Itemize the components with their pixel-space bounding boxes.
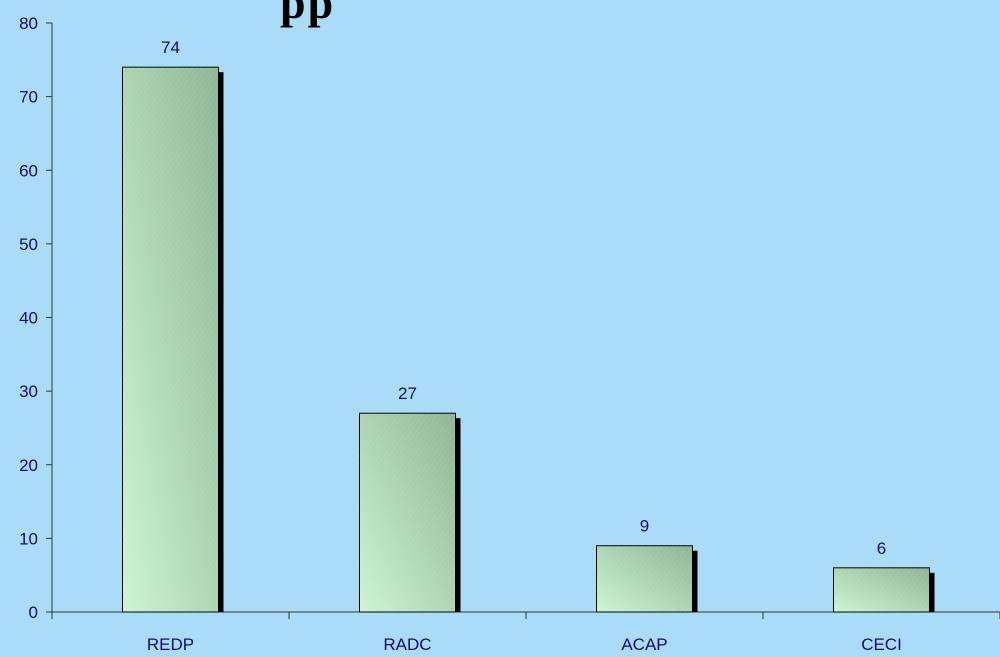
chart-title: pp: [280, 0, 336, 28]
bar-texture: [596, 545, 693, 612]
y-tick-label: 0: [29, 603, 38, 622]
data-label: 6: [877, 539, 886, 558]
category-label: CECI: [861, 635, 902, 654]
bar-texture: [833, 567, 930, 612]
y-tick-label: 70: [19, 88, 38, 107]
y-tick-label: 30: [19, 382, 38, 401]
data-label: 27: [398, 384, 417, 403]
category-label: ACAP: [621, 635, 667, 654]
y-tick-label: 40: [19, 309, 38, 328]
category-label: REDP: [147, 635, 194, 654]
y-tick-label: 80: [19, 14, 38, 33]
bar-texture: [359, 413, 456, 612]
y-tick-label: 10: [19, 529, 38, 548]
labels: 0 10 20 30 40 50 60 70 80 74 REDP 27 RADC 9 ACAP 6 CECI: [19, 14, 902, 654]
data-label: 74: [161, 38, 180, 57]
data-label: 9: [640, 517, 649, 536]
bars: [122, 66, 935, 613]
y-tick-label: 50: [19, 235, 38, 254]
category-label: RADC: [383, 635, 431, 654]
y-tick-label: 60: [19, 161, 38, 180]
bar-texture: [122, 67, 219, 613]
y-tick-label: 20: [19, 456, 38, 475]
